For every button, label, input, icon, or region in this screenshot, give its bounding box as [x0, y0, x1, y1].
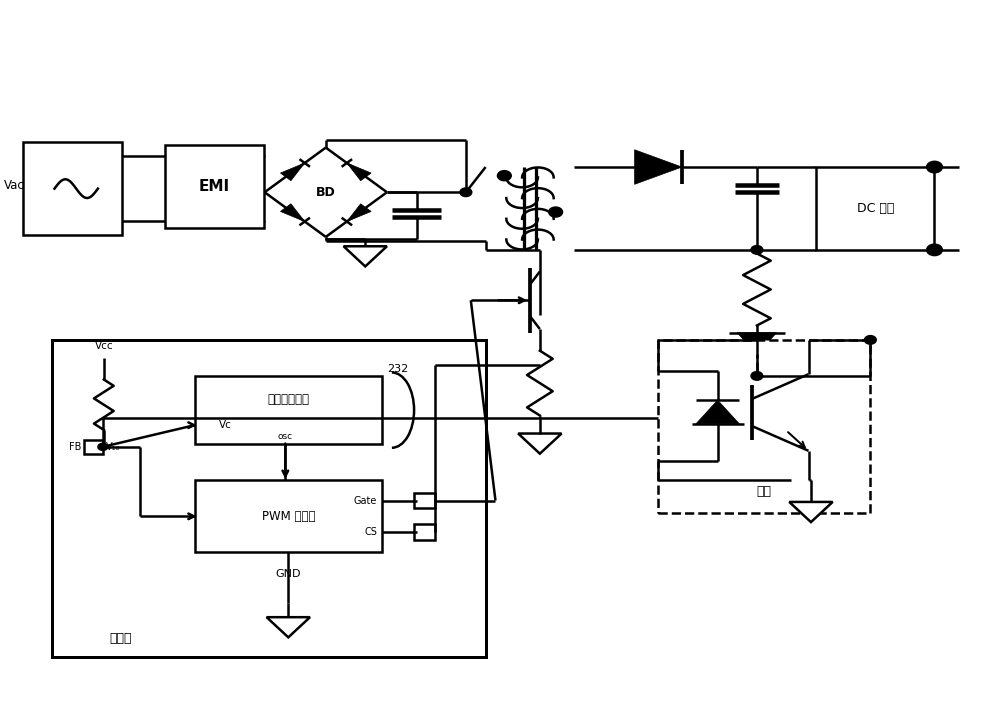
- Text: FB: FB: [69, 442, 81, 452]
- Polygon shape: [635, 150, 682, 184]
- Text: 232: 232: [387, 364, 408, 374]
- Bar: [414, 492, 435, 508]
- Text: PWM 控制器: PWM 控制器: [262, 510, 315, 523]
- Text: GND: GND: [276, 569, 301, 579]
- Polygon shape: [696, 400, 739, 424]
- Text: 控制器: 控制器: [109, 633, 132, 646]
- Polygon shape: [347, 204, 371, 221]
- Bar: [414, 524, 435, 540]
- Bar: [816, 167, 934, 250]
- Text: Gate: Gate: [354, 495, 377, 505]
- Text: DC 输出: DC 输出: [857, 202, 894, 215]
- Text: osc: osc: [278, 432, 293, 440]
- Bar: [52, 340, 486, 656]
- Circle shape: [497, 171, 511, 181]
- Text: V₁₆: V₁₆: [106, 442, 120, 452]
- Circle shape: [751, 246, 763, 254]
- Circle shape: [927, 161, 942, 173]
- Polygon shape: [344, 247, 387, 267]
- Circle shape: [927, 244, 942, 256]
- Polygon shape: [267, 617, 310, 638]
- Bar: [23, 142, 122, 236]
- Polygon shape: [347, 163, 371, 181]
- Circle shape: [98, 443, 108, 450]
- Text: Vc: Vc: [219, 420, 232, 430]
- Text: BD: BD: [316, 186, 336, 199]
- Circle shape: [549, 207, 563, 217]
- Circle shape: [864, 335, 876, 344]
- Bar: [84, 440, 103, 454]
- Text: 光耦: 光耦: [757, 484, 772, 497]
- Text: 频率抖动装置: 频率抖动装置: [267, 393, 309, 406]
- Polygon shape: [280, 204, 305, 221]
- Bar: [195, 480, 382, 552]
- Text: EMI: EMI: [199, 179, 230, 194]
- Polygon shape: [518, 434, 562, 454]
- Bar: [165, 145, 264, 228]
- Bar: [195, 376, 382, 445]
- Polygon shape: [789, 502, 833, 522]
- Text: CS: CS: [364, 527, 377, 537]
- Circle shape: [460, 188, 472, 197]
- Circle shape: [751, 372, 763, 380]
- Text: Vcc: Vcc: [95, 341, 113, 351]
- Bar: [658, 340, 870, 513]
- Text: Vac: Vac: [4, 179, 25, 192]
- Polygon shape: [737, 333, 777, 354]
- Polygon shape: [280, 163, 305, 181]
